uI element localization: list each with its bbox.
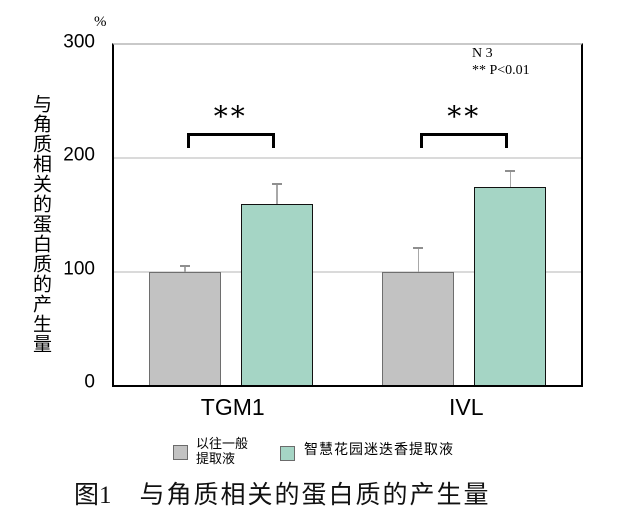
y-tick-label-100: 100 [63, 258, 95, 280]
legend-swatch-gray [173, 445, 188, 460]
gridline-100 [114, 270, 581, 273]
y-tick-label-300: 300 [63, 31, 95, 53]
error-bar-TGM1-series-2 [276, 183, 278, 204]
gridline-200 [114, 157, 581, 160]
y-axis-unit-label: % [94, 14, 107, 30]
error-bar-cap-TGM1-series-1 [179, 264, 190, 267]
bar-TGM1-series-1 [148, 271, 221, 385]
x-category-label-TGM1: TGM1 [200, 394, 265, 420]
y-axis-title: 与角质相关的蛋白质的产生量 [30, 94, 51, 354]
legend-label-previous-extract: 以往一般 提取液 [196, 436, 248, 466]
significance-bracket-IVL [420, 133, 509, 148]
error-bar-IVL-series-2 [509, 169, 511, 187]
legend-label-previous-extract-line2: 提取液 [196, 451, 236, 466]
error-bar-cap-IVL-series-1 [413, 246, 424, 249]
legend-swatch-green [280, 446, 295, 461]
bar-IVL-series-2 [474, 186, 547, 385]
bar-TGM1-series-2 [240, 203, 313, 385]
significance-bracket-TGM1 [186, 133, 275, 148]
figure-caption-text: 与角质相关的蛋白质的产生量 [139, 482, 491, 509]
bar-IVL-series-1 [382, 271, 455, 385]
error-bar-IVL-series-1 [417, 246, 419, 272]
figure-number: 图1 [74, 482, 112, 509]
y-tick-label-0: 0 [84, 371, 95, 393]
figure-caption: 图1 与角质相关的蛋白质的产生量 [74, 475, 491, 511]
legend-label-previous-extract-line1: 以往一般 [196, 436, 249, 451]
error-bar-TGM1-series-1 [184, 264, 186, 272]
annotation-p-value: ** P<0.01 [472, 63, 530, 78]
significance-label-IVL: ** [447, 100, 482, 133]
annotation-sample-size: N 3 [472, 46, 493, 61]
legend-label-rosemary-extract: 智慧花园迷迭香提取液 [304, 443, 454, 458]
error-bar-cap-TGM1-series-2 [271, 183, 282, 186]
y-tick-label-200: 200 [63, 144, 95, 166]
annotation-block: N 3 ** P<0.01 [472, 45, 530, 79]
plot-area: N 3 ** P<0.01 ** ** [112, 43, 583, 387]
significance-label-TGM1: ** [213, 100, 248, 133]
x-category-label-IVL: IVL [448, 394, 484, 420]
error-bar-cap-IVL-series-2 [505, 169, 516, 172]
